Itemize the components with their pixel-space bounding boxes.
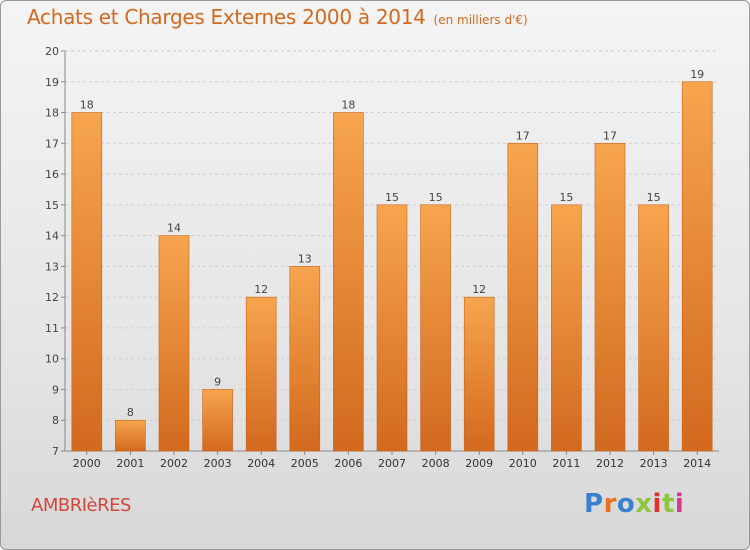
x-tick-label: 2004 bbox=[247, 457, 275, 470]
data-label: 9 bbox=[214, 375, 221, 388]
bars-layer bbox=[71, 81, 713, 452]
y-tick-label: 20 bbox=[45, 45, 59, 58]
y-tick-label: 16 bbox=[45, 168, 59, 181]
data-label: 15 bbox=[647, 191, 661, 204]
chart-title-block: Achats et Charges Externes 2000 à 2014 (e… bbox=[27, 5, 528, 29]
data-label: 18 bbox=[341, 99, 355, 112]
x-tick-label: 2000 bbox=[73, 457, 101, 470]
logo-letter: t bbox=[661, 489, 675, 519]
bar-2000 bbox=[71, 112, 103, 452]
logo-letter: i bbox=[674, 489, 685, 519]
data-label: 13 bbox=[298, 252, 312, 265]
x-tick-label: 2008 bbox=[422, 457, 450, 470]
data-label: 12 bbox=[472, 283, 486, 296]
x-tick-label: 2002 bbox=[160, 457, 188, 470]
data-label: 15 bbox=[429, 191, 443, 204]
bar-2005 bbox=[289, 266, 321, 452]
x-tick-label: 2009 bbox=[465, 457, 493, 470]
data-label: 18 bbox=[80, 99, 94, 112]
bar-2001 bbox=[115, 419, 146, 452]
data-label: 14 bbox=[167, 222, 181, 235]
y-tick-label: 18 bbox=[45, 107, 59, 120]
y-tick-label: 15 bbox=[45, 199, 59, 212]
x-tick-label: 2012 bbox=[596, 457, 624, 470]
labels-layer: 18 2000 8 2001 14 2002 9 2003 12 2004 13 2005 18 2006… bbox=[73, 68, 711, 470]
bar-2007 bbox=[376, 204, 408, 452]
x-tick-label: 2014 bbox=[683, 457, 711, 470]
y-tick-label: 17 bbox=[45, 137, 59, 150]
bar-2010 bbox=[507, 143, 539, 452]
proxiti-logo[interactable]: Proxiti bbox=[584, 489, 684, 519]
data-label: 8 bbox=[127, 406, 134, 419]
bar-2013 bbox=[638, 204, 669, 452]
bar-2011 bbox=[551, 204, 582, 452]
city-name: AMBRIèRES bbox=[31, 495, 131, 516]
y-tick-label: 8 bbox=[52, 414, 59, 427]
data-label: 17 bbox=[516, 129, 530, 142]
data-label: 17 bbox=[603, 129, 617, 142]
x-tick-label: 2001 bbox=[116, 457, 144, 470]
y-tick-label: 14 bbox=[45, 230, 59, 243]
x-tick-label: 2011 bbox=[552, 457, 580, 470]
logo-letter: o bbox=[616, 489, 636, 519]
bar-2008 bbox=[420, 204, 451, 452]
axes-layer: 7 8 9 10 11 12 13 14 15 16 17 18 19 20 bbox=[45, 45, 719, 458]
y-tick-label: 12 bbox=[45, 291, 59, 304]
chart-subtitle: (en milliers d'€) bbox=[433, 13, 528, 27]
x-tick-label: 2010 bbox=[509, 457, 537, 470]
logo-letter: i bbox=[652, 489, 662, 519]
y-tick-label: 19 bbox=[45, 76, 59, 89]
y-tick-label: 9 bbox=[52, 383, 59, 396]
bar-2014 bbox=[681, 81, 713, 452]
bar-2012 bbox=[594, 143, 626, 452]
chart-title: Achats et Charges Externes 2000 à 2014 bbox=[27, 5, 426, 29]
data-label: 15 bbox=[559, 191, 573, 204]
data-label: 12 bbox=[254, 283, 268, 296]
data-label: 15 bbox=[385, 191, 399, 204]
bar-2006 bbox=[333, 112, 364, 452]
x-tick-label: 2003 bbox=[204, 457, 232, 470]
bar-2002 bbox=[158, 235, 190, 452]
logo-letter: r bbox=[603, 489, 617, 519]
bar-2004 bbox=[245, 296, 277, 452]
x-tick-label: 2007 bbox=[378, 457, 406, 470]
y-tick-label: 13 bbox=[45, 260, 59, 273]
x-tick-label: 2006 bbox=[334, 457, 362, 470]
data-label: 19 bbox=[690, 68, 704, 81]
bar-2003 bbox=[202, 389, 233, 452]
x-tick-label: 2013 bbox=[640, 457, 668, 470]
y-tick-label: 7 bbox=[52, 445, 59, 458]
bar-2009 bbox=[463, 296, 495, 452]
y-tick-label: 10 bbox=[45, 353, 59, 366]
logo-letter: x bbox=[635, 489, 653, 519]
y-tick-label: 11 bbox=[45, 322, 59, 335]
x-tick-label: 2005 bbox=[291, 457, 319, 470]
logo-letter: P bbox=[584, 489, 604, 519]
